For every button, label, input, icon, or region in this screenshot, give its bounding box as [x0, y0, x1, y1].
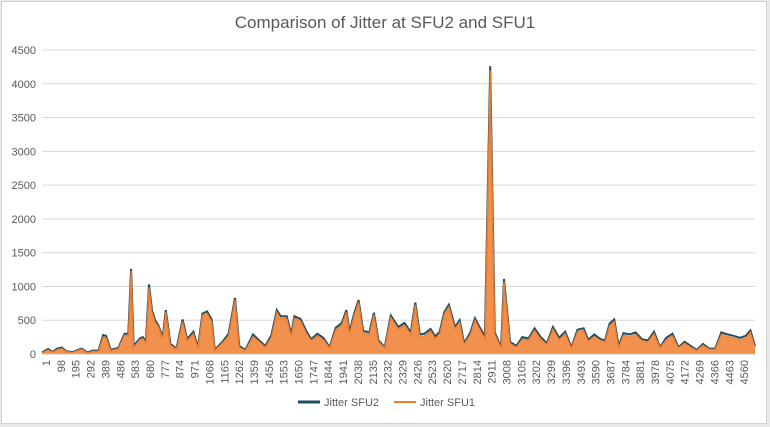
x-tick-label: 1	[41, 360, 53, 366]
x-tick-label: 1650	[294, 360, 306, 384]
series-area-2	[42, 70, 755, 355]
x-tick-label: 1553	[279, 360, 291, 384]
x-tick-label: 2426	[412, 360, 424, 384]
x-tick-label: 389	[100, 360, 112, 378]
x-tick-label: 3493	[576, 360, 588, 384]
x-tick-label: 3105	[516, 360, 528, 384]
y-tick-label: 0	[30, 349, 36, 361]
x-tick-label: 2620	[442, 360, 454, 384]
x-tick-label: 2135	[368, 360, 380, 384]
x-tick-label: 3008	[502, 360, 514, 384]
legend-label: Jitter SFU1	[420, 397, 475, 409]
x-tick-label: 971	[190, 360, 202, 378]
y-tick-label: 4000	[12, 79, 36, 91]
x-tick-label: 2523	[427, 360, 439, 384]
x-tick-label: 874	[175, 360, 187, 378]
x-tick-label: 2329	[398, 360, 410, 384]
y-tick-label: 2500	[12, 180, 36, 192]
series-line-2	[41, 70, 756, 354]
x-axis: 1 98 195 292 389 486 583 680 777 874 971 1068 1165 12…	[41, 353, 755, 384]
legend: Jitter SFU2 Jitter SFU1	[298, 397, 475, 409]
x-tick-label: 1456	[264, 360, 276, 384]
x-tick-label: 1359	[249, 360, 261, 384]
y-tick-label: 4500	[12, 45, 36, 57]
x-tick-label: 1165	[219, 360, 231, 384]
x-tick-label: 4075	[665, 360, 677, 384]
x-tick-label: 1262	[234, 360, 246, 384]
x-tick-label: 292	[86, 360, 98, 378]
x-tick-label: 486	[115, 360, 127, 378]
x-tick-label: 777	[160, 360, 172, 378]
x-tick-label: 195	[71, 360, 83, 378]
y-tick-label: 500	[18, 315, 36, 327]
x-tick-label: 583	[130, 360, 142, 378]
x-tick-label: 1747	[308, 360, 320, 384]
y-tick-label: 1000	[12, 281, 36, 293]
x-tick-label: 1844	[323, 360, 335, 384]
series-layer	[41, 66, 756, 355]
x-tick-label: 3202	[531, 360, 543, 384]
x-tick-label: 2232	[383, 360, 395, 384]
x-tick-label: 3396	[561, 360, 573, 384]
x-tick-label: 4560	[739, 360, 751, 384]
x-tick-label: 3590	[591, 360, 603, 384]
x-tick-label: 1068	[204, 360, 216, 384]
x-tick-label: 3687	[606, 360, 618, 384]
x-tick-label: 2717	[457, 360, 469, 384]
y-tick-label: 3000	[12, 146, 36, 158]
y-axis-ticks: 0 500 1000 1500 2000 2500 3000 3500 4000 4500	[12, 45, 36, 361]
x-tick-label: 4269	[695, 360, 707, 384]
x-tick-label: 680	[145, 360, 157, 378]
x-tick-label: 3881	[635, 360, 647, 384]
chart-title: Comparison of Jitter at SFU2 and SFU1	[235, 13, 535, 32]
y-tick-label: 3500	[12, 113, 36, 125]
x-tick-label: 3978	[650, 360, 662, 384]
x-tick-label: 4463	[724, 360, 736, 384]
x-tick-label: 2814	[472, 360, 484, 384]
x-tick-label: 98	[56, 360, 68, 372]
x-tick-label: 3784	[620, 360, 632, 384]
y-tick-label: 2000	[12, 214, 36, 226]
x-tick-label: 3299	[546, 360, 558, 384]
x-tick-label: 4366	[709, 360, 721, 384]
x-tick-label: 1941	[338, 360, 350, 384]
x-tick-label: 4172	[680, 360, 692, 384]
legend-label: Jitter SFU2	[324, 397, 379, 409]
x-tick-label: 2911	[487, 360, 499, 384]
x-tick-label: 2038	[353, 360, 365, 384]
y-tick-label: 1500	[12, 248, 36, 260]
